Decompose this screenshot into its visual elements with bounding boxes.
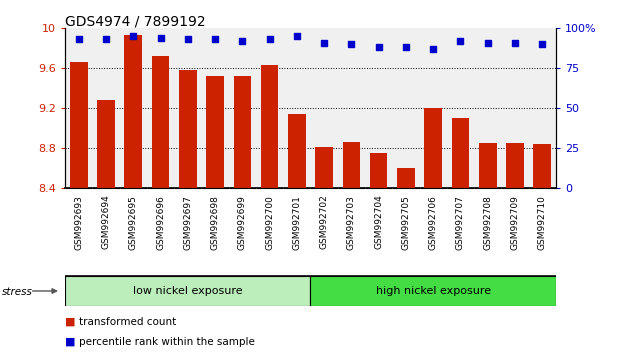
Bar xyxy=(70,62,88,188)
Point xyxy=(455,38,465,44)
Point xyxy=(265,37,274,42)
Point xyxy=(347,41,356,47)
Text: GSM992696: GSM992696 xyxy=(156,195,165,250)
Text: low nickel exposure: low nickel exposure xyxy=(133,286,243,296)
Bar xyxy=(179,70,197,188)
Text: GSM992702: GSM992702 xyxy=(320,195,329,250)
Bar xyxy=(315,147,333,188)
Point xyxy=(210,37,220,42)
Point xyxy=(510,40,520,46)
Bar xyxy=(206,76,224,188)
Bar xyxy=(343,142,360,188)
Text: stress: stress xyxy=(2,287,33,297)
Text: GSM992705: GSM992705 xyxy=(401,195,410,250)
Text: GSM992699: GSM992699 xyxy=(238,195,247,250)
Bar xyxy=(97,100,115,188)
Text: GSM992704: GSM992704 xyxy=(374,195,383,250)
Text: ■: ■ xyxy=(65,337,76,347)
Point xyxy=(129,34,138,39)
Bar xyxy=(124,35,142,188)
Point xyxy=(156,35,166,41)
Text: GDS4974 / 7899192: GDS4974 / 7899192 xyxy=(65,14,206,28)
Point xyxy=(319,40,329,46)
Text: GSM992710: GSM992710 xyxy=(538,195,546,250)
Text: GSM992701: GSM992701 xyxy=(292,195,301,250)
Bar xyxy=(397,168,415,188)
Text: GSM992709: GSM992709 xyxy=(510,195,519,250)
Bar xyxy=(506,143,524,188)
Bar xyxy=(65,276,310,306)
Point xyxy=(237,38,247,44)
Text: high nickel exposure: high nickel exposure xyxy=(376,286,491,296)
Text: ■: ■ xyxy=(65,317,76,327)
Point xyxy=(74,37,84,42)
Text: GSM992700: GSM992700 xyxy=(265,195,274,250)
Text: GSM992703: GSM992703 xyxy=(347,195,356,250)
Bar xyxy=(152,56,170,188)
Bar xyxy=(369,153,388,188)
Text: GSM992693: GSM992693 xyxy=(75,195,83,250)
Bar xyxy=(479,143,497,188)
Point xyxy=(374,45,384,50)
Text: GSM992695: GSM992695 xyxy=(129,195,138,250)
Text: GSM992698: GSM992698 xyxy=(211,195,220,250)
Text: GSM992708: GSM992708 xyxy=(483,195,492,250)
Point xyxy=(483,40,492,46)
Bar xyxy=(424,108,442,188)
Text: GSM992697: GSM992697 xyxy=(183,195,193,250)
Bar xyxy=(451,118,469,188)
Bar xyxy=(261,65,278,188)
Bar xyxy=(310,276,556,306)
Bar xyxy=(288,114,306,188)
Bar xyxy=(233,76,252,188)
Text: GSM992694: GSM992694 xyxy=(102,195,111,250)
Point xyxy=(401,45,411,50)
Text: percentile rank within the sample: percentile rank within the sample xyxy=(79,337,255,347)
Text: transformed count: transformed count xyxy=(79,317,176,327)
Bar xyxy=(533,144,551,188)
Point xyxy=(183,37,193,42)
Point xyxy=(101,37,111,42)
Point xyxy=(292,34,302,39)
Point xyxy=(537,41,547,47)
Text: GSM992706: GSM992706 xyxy=(428,195,438,250)
Text: GSM992707: GSM992707 xyxy=(456,195,465,250)
Point xyxy=(428,46,438,52)
